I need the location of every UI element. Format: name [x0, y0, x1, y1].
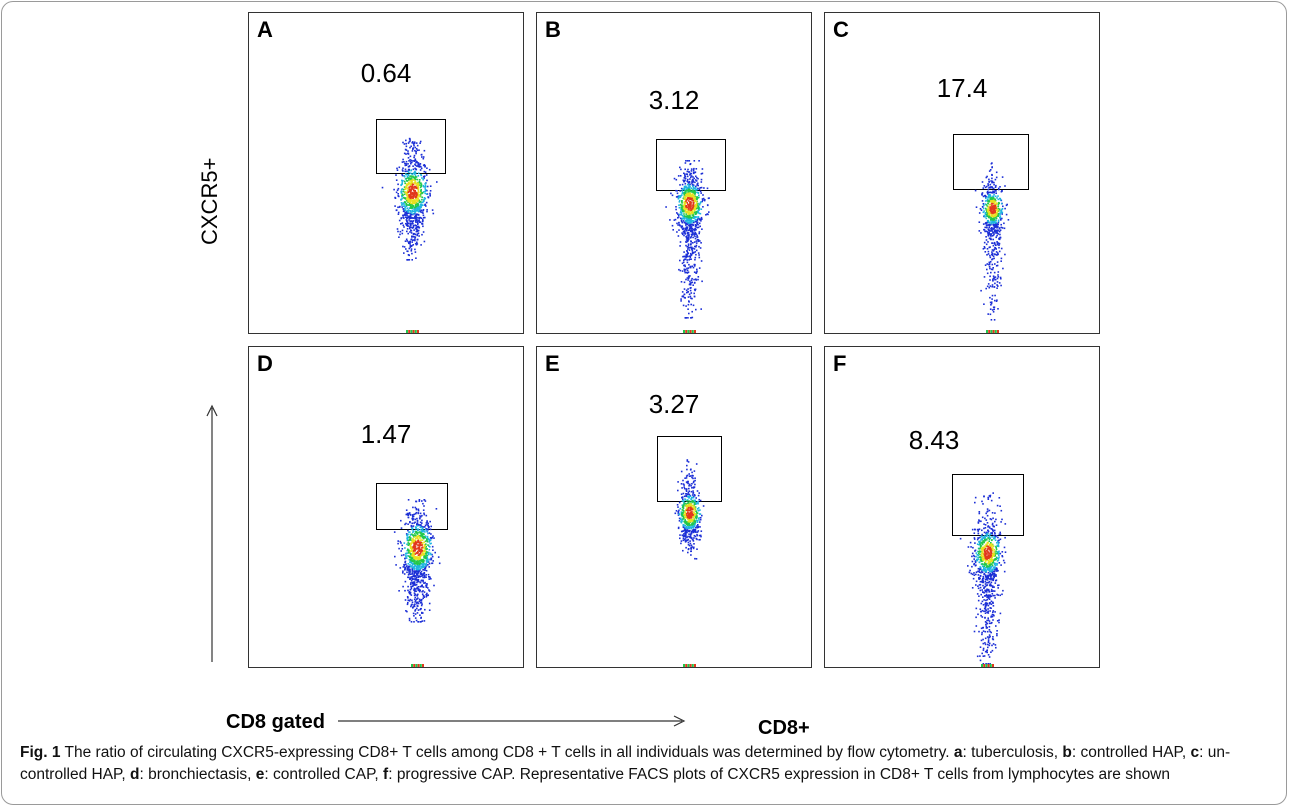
gate-percentage: 1.47 [360, 419, 412, 449]
caption-text: : controlled HAP, [1071, 744, 1191, 761]
caption-text: : tuberculosis, [962, 744, 1063, 761]
x-axis-gating-label: CD8 gated [226, 711, 325, 733]
cell-scatter [665, 160, 710, 333]
cell-scatter [959, 492, 1007, 667]
gate-percentage: 0.64 [360, 58, 412, 88]
caption-key: a [953, 744, 963, 761]
caption-key: d [130, 766, 140, 783]
caption-text: : bronchiectasis, [139, 766, 256, 783]
panel-letter: D [257, 351, 273, 376]
gate-box [953, 134, 1029, 190]
panel-letter: A [257, 17, 273, 42]
caption-text: : controlled CAP, [264, 766, 384, 783]
panel-a: A 0.64 [248, 12, 524, 334]
x-axis-arrow [338, 715, 686, 727]
panel-b: B 3.12 [536, 12, 812, 334]
panel-letter: C [833, 17, 849, 42]
panel-letter: F [833, 351, 847, 376]
caption-label: Fig. 1 [20, 744, 61, 761]
cell-scatter [974, 162, 1010, 333]
y-axis-arrow [206, 404, 218, 662]
caption-key: b [1062, 744, 1072, 761]
cell-scatter [381, 137, 438, 333]
caption-key: f [383, 766, 389, 783]
panel-f: F 8.43 [824, 346, 1100, 668]
panel-d: D 1.47 [248, 346, 524, 668]
caption-key: c [1190, 744, 1200, 761]
cell-scatter [674, 459, 705, 667]
gate-percentage: 8.43 [908, 425, 960, 455]
panel-letter: E [545, 351, 560, 376]
caption-text: : progressive CAP. Representative FACS p… [388, 766, 1170, 783]
x-axis-title: CD8+ [758, 717, 810, 739]
panel-e: E 3.27 [536, 346, 812, 668]
figure-caption: Fig. 1 The ratio of circulating CXCR5-ex… [20, 742, 1270, 786]
gate-percentage: 3.12 [648, 85, 700, 115]
panel-c: C 17.4 [824, 12, 1100, 334]
caption-text: : un-controlled HAP, [20, 744, 1231, 783]
panel-letter: B [545, 17, 561, 42]
caption-text: The ratio of circulating CXCR5-expressin… [60, 744, 954, 761]
gate-percentage: 17.4 [936, 73, 988, 103]
cell-scatter [393, 499, 441, 667]
caption-key: e [255, 766, 265, 783]
gate-percentage: 3.27 [648, 389, 700, 419]
